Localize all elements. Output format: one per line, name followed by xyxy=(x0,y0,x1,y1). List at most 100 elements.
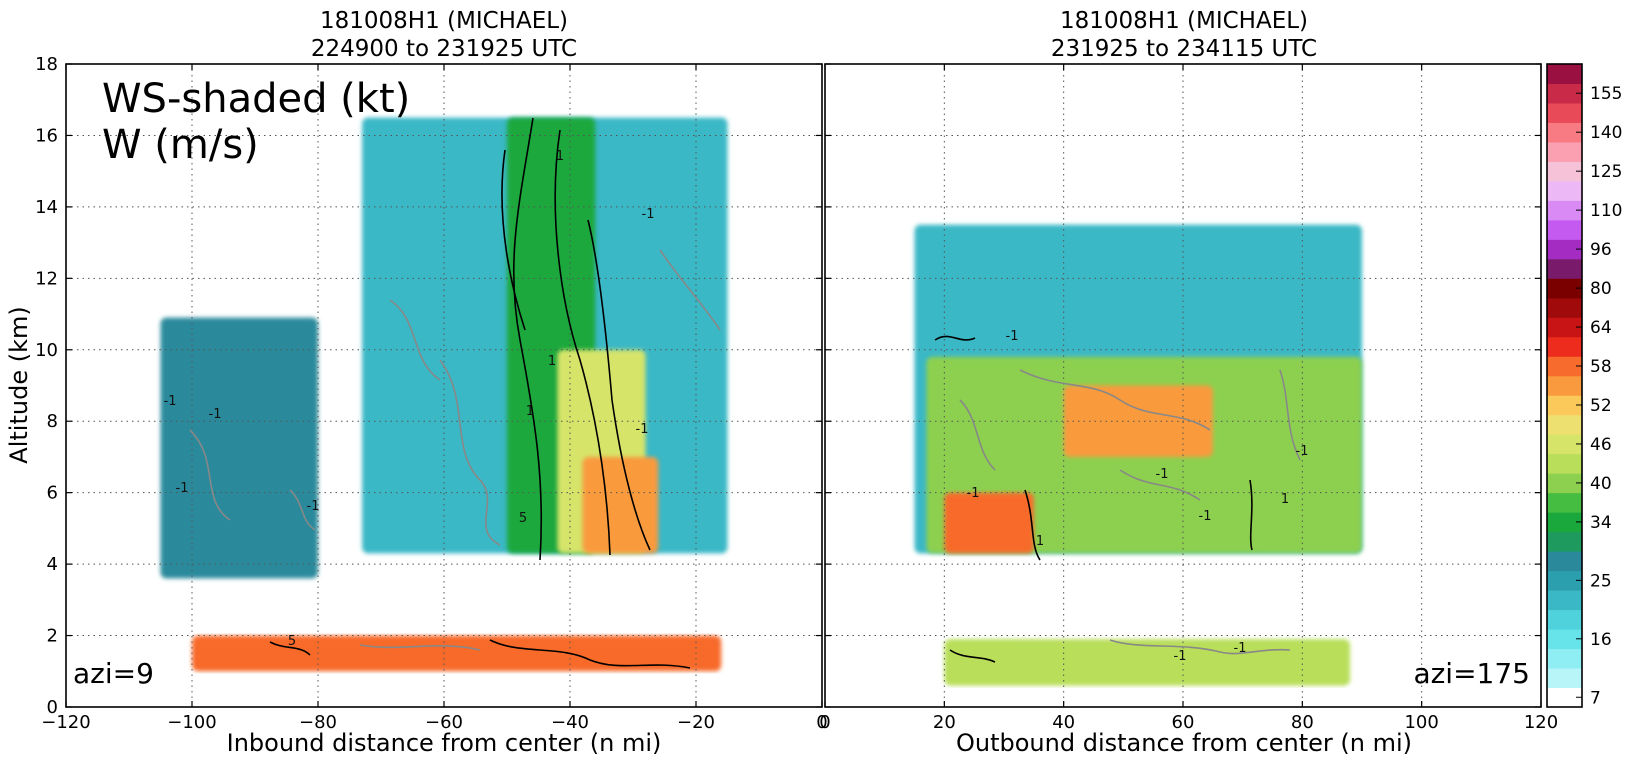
right-ws-region xyxy=(944,492,1034,554)
left-ws-region xyxy=(192,635,722,672)
left-contour-label: 5 xyxy=(519,511,527,526)
right-contour-line xyxy=(1019,369,1211,431)
right-contour-label: 1 xyxy=(1036,534,1044,549)
colorbar-swatches xyxy=(1547,64,1582,708)
left-panel-title-line2: 224900 to 231925 UTC xyxy=(311,36,577,62)
colorbar-swatch xyxy=(1547,297,1582,318)
left-plot-area: -1 -1 -1 1 1 5 -1 -1 1 -1 5 xyxy=(66,64,822,707)
colorbar-tick-labels: 155 140 125 110 96 80 64 58 52 46 40 34 25 16 7 xyxy=(1576,84,1622,708)
colorbar-swatch xyxy=(1547,122,1582,143)
right-x-axis-label: Outbound distance from center (n mi) xyxy=(956,729,1412,757)
overlay-title-line1: WS-shaded (kt) xyxy=(102,76,410,122)
colorbar-swatch xyxy=(1547,609,1582,630)
right-contour-line xyxy=(959,399,996,471)
colorbar-swatch xyxy=(1547,239,1582,260)
right-panel-title-line2: 231925 to 234115 UTC xyxy=(1051,36,1317,62)
left-contour-label: 5 xyxy=(288,634,296,649)
colorbar-swatch xyxy=(1547,278,1582,299)
y-axis-label: Altitude (km) xyxy=(5,306,33,463)
colorbar-swatch xyxy=(1547,83,1582,104)
right-axis-ticks: 0 20 40 60 80 100 120 xyxy=(819,63,1558,733)
colorbar-tick-label: 96 xyxy=(1590,240,1612,260)
colorbar-swatch xyxy=(1547,161,1582,182)
left-ws-region xyxy=(160,317,318,579)
colorbar-swatch xyxy=(1547,356,1582,377)
left-x-tick-label: −80 xyxy=(299,712,337,733)
right-x-tick-label: 40 xyxy=(1052,712,1075,733)
colorbar-tick-label: 46 xyxy=(1590,435,1612,455)
colorbar-tick-label: 40 xyxy=(1590,474,1612,494)
right-x-tick-label: 0 xyxy=(819,712,830,733)
colorbar-tick-label: 58 xyxy=(1590,357,1612,377)
left-wind-speed-field xyxy=(160,117,728,672)
left-contour-line xyxy=(501,149,526,331)
left-contour-line xyxy=(359,644,481,651)
left-y-tick-label: 18 xyxy=(35,54,58,75)
right-contour-label: -1 xyxy=(1174,649,1187,664)
left-y-tick-label: 16 xyxy=(35,125,58,146)
left-contour-label: -1 xyxy=(176,481,189,496)
left-y-tick-label: 12 xyxy=(35,268,58,289)
colorbar-tick-label: 155 xyxy=(1590,84,1622,104)
left-contour-line xyxy=(289,489,316,531)
colorbar-swatch xyxy=(1547,648,1582,669)
colorbar-swatch xyxy=(1547,375,1582,396)
colorbar-swatch xyxy=(1547,414,1582,435)
left-contour-label: 1 xyxy=(556,149,564,164)
colorbar-swatch xyxy=(1547,434,1582,455)
right-ws-region xyxy=(1063,385,1213,457)
left-x-tick-label: −60 xyxy=(425,712,463,733)
left-contour-line xyxy=(659,249,721,331)
right-contour-label: -1 xyxy=(1296,444,1309,459)
colorbar-swatch xyxy=(1547,64,1582,84)
right-azimuth-annotation: azi=175 xyxy=(1413,657,1530,690)
left-contour-line xyxy=(269,641,311,656)
left-y-tick-label: 4 xyxy=(47,554,58,575)
left-contour-label: -1 xyxy=(164,394,177,409)
colorbar-tick-label: 80 xyxy=(1590,279,1612,299)
left-ws-region xyxy=(582,456,659,554)
right-contour-label: -1 xyxy=(1006,329,1019,344)
left-contour-label: -1 xyxy=(636,422,649,437)
right-x-tick-label: 120 xyxy=(1524,712,1558,733)
colorbar-swatch xyxy=(1547,336,1582,357)
colorbar: 155 140 125 110 96 80 64 58 52 46 40 34 25 16 7 xyxy=(1546,63,1622,708)
left-contour-line xyxy=(439,359,501,546)
colorbar-tick-label: 7 xyxy=(1590,688,1601,708)
right-contour-line xyxy=(949,649,996,663)
left-x-tick-label: −120 xyxy=(41,712,90,733)
left-contour-line xyxy=(189,429,231,521)
colorbar-swatch xyxy=(1547,531,1582,552)
left-contour-line xyxy=(587,219,651,551)
right-contour-label: -1 xyxy=(967,486,980,501)
left-y-tick-label: 2 xyxy=(47,626,58,647)
right-x-tick-label: 100 xyxy=(1404,712,1438,733)
right-x-tick-label: 80 xyxy=(1291,712,1314,733)
left-contour-label: -1 xyxy=(642,207,655,222)
right-ws-region xyxy=(944,639,1351,686)
right-contour-line xyxy=(1109,639,1291,655)
right-panel-title-line1: 181008H1 (MICHAEL) xyxy=(1060,8,1308,34)
left-y-tick-label: 10 xyxy=(35,340,58,361)
colorbar-frame xyxy=(1546,63,1583,708)
right-contour-line xyxy=(934,335,976,341)
right-vertical-velocity-contours xyxy=(934,335,1301,663)
left-x-axis-label: Inbound distance from center (n mi) xyxy=(227,729,662,757)
right-x-tick-label: 20 xyxy=(933,712,956,733)
right-contour-labels: -1 -1 1 -1 -1 -1 1 -1 -1 xyxy=(967,329,1309,664)
left-contour-line xyxy=(554,129,611,556)
colorbar-swatch xyxy=(1547,141,1582,162)
colorbar-swatch xyxy=(1547,512,1582,533)
colorbar-swatch xyxy=(1547,258,1582,279)
colorbar-swatch xyxy=(1547,668,1582,689)
colorbar-tick-label: 34 xyxy=(1590,513,1612,533)
colorbar-swatch xyxy=(1547,102,1582,123)
colorbar-tick-label: 125 xyxy=(1590,162,1622,182)
left-contour-label: -1 xyxy=(209,407,222,422)
left-contour-label: -1 xyxy=(307,499,320,514)
colorbar-tick-label: 110 xyxy=(1590,201,1622,221)
left-y-tick-label: 14 xyxy=(35,197,58,218)
left-contour-line xyxy=(389,299,441,381)
colorbar-swatch xyxy=(1547,551,1582,572)
